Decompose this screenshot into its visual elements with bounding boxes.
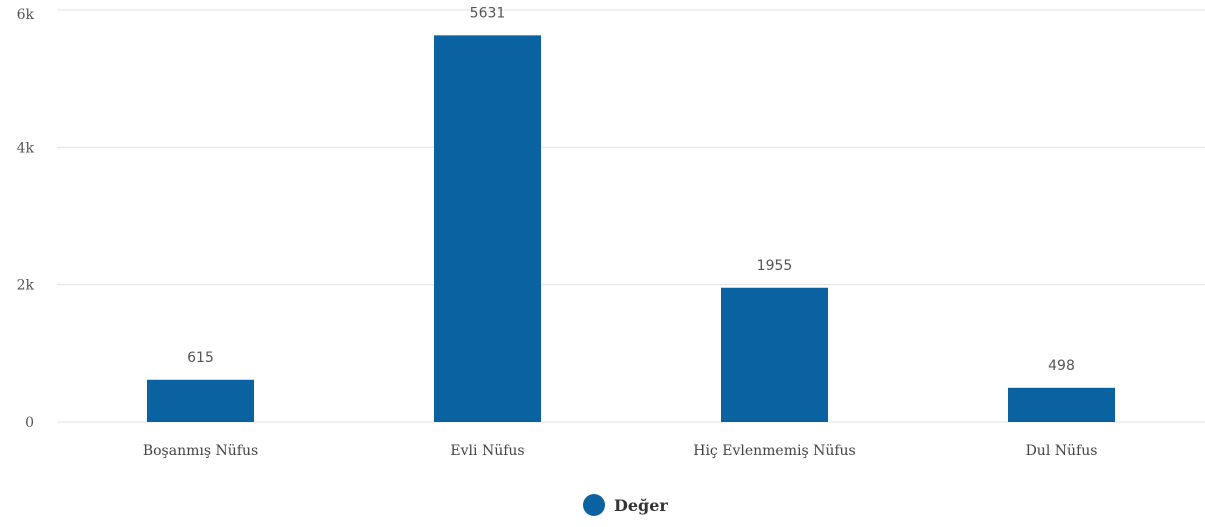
y-tick-label: 0 <box>25 415 34 431</box>
data-label: 5631 <box>470 5 506 21</box>
x-axis-labels: Boşanmış Nüfus Evli Nüfus Hiç Evlenmemiş N… <box>143 443 1098 459</box>
bar[interactable] <box>147 379 254 422</box>
legend-label[interactable]: Değer <box>614 496 668 515</box>
bar[interactable] <box>1008 387 1115 422</box>
data-labels: 615 5631 1955 498 <box>187 5 1075 373</box>
legend[interactable]: Değer <box>583 494 668 516</box>
x-tick-label: Boşanmış Nüfus <box>143 443 258 459</box>
y-axis-ticks: 0 2k 4k 6k <box>17 7 35 431</box>
bar[interactable] <box>434 35 541 422</box>
x-tick-label: Dul Nüfus <box>1026 443 1098 459</box>
data-label: 615 <box>187 350 214 366</box>
legend-marker[interactable] <box>583 494 605 516</box>
y-tick-label: 2k <box>17 278 35 294</box>
x-tick-label: Hiç Evlenmemiş Nüfus <box>693 443 855 459</box>
y-tick-label: 4k <box>17 140 35 156</box>
data-label: 1955 <box>757 258 793 274</box>
grid-lines <box>57 9 1205 423</box>
y-tick-label: 6k <box>17 7 35 23</box>
data-label: 498 <box>1048 358 1075 374</box>
x-tick-label: Evli Nüfus <box>450 443 524 459</box>
bar[interactable] <box>721 287 828 422</box>
bars <box>147 35 1115 422</box>
